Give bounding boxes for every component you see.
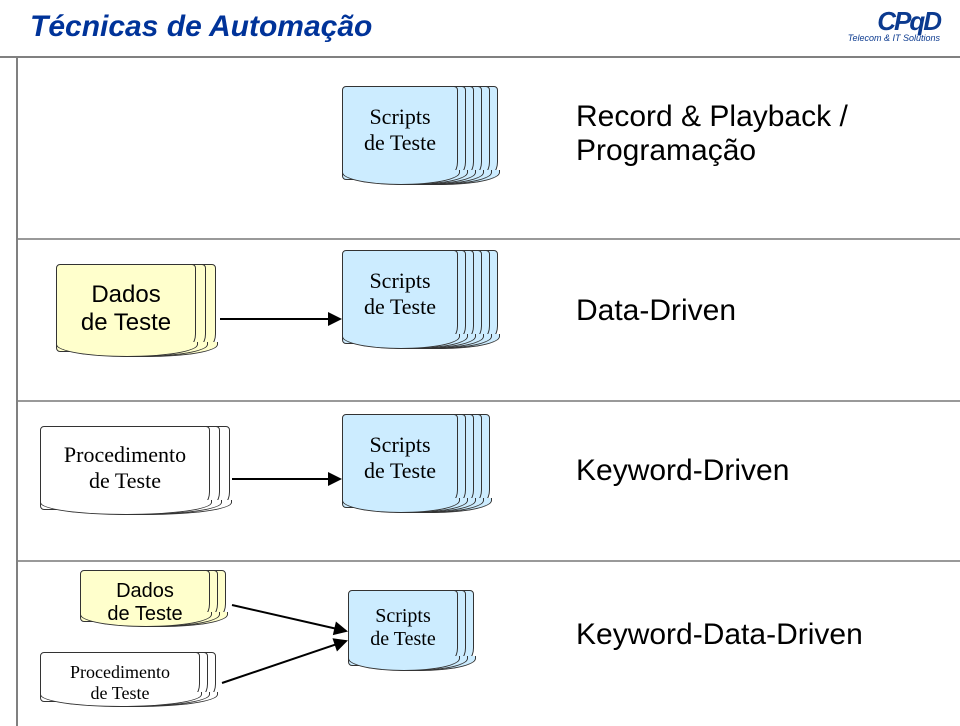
left-rule <box>16 56 18 726</box>
proc-stack-2-label: Procedimentode Teste <box>40 662 200 704</box>
scripts-stack-4-label: Scriptsde Teste <box>348 605 458 651</box>
dados-stack-1-label: Dadosde Teste <box>56 281 196 337</box>
dados-stack-2: Dadosde Teste <box>80 570 226 644</box>
label-line: Scripts <box>369 268 430 294</box>
logo-tagline: Telecom & IT Solutions <box>848 33 940 43</box>
label-line: de Teste <box>81 309 171 337</box>
top-rule <box>0 56 960 58</box>
arrow <box>232 604 346 632</box>
label-line: Dados <box>116 580 174 603</box>
label-line: de Teste <box>364 458 436 484</box>
proc-stack-1-label: Procedimentode Teste <box>40 442 210 494</box>
page-title: Técnicas de Automação <box>30 10 372 44</box>
scripts-stack-4: Scriptsde Teste <box>348 590 474 688</box>
technique-keyword-data-driven: Keyword-Data-Driven <box>576 618 863 652</box>
label-line: Scripts <box>375 605 431 628</box>
technique-record-playback: Record & Playback / Programação <box>576 100 936 168</box>
proc-stack-1: Procedimentode Teste <box>40 426 230 536</box>
row-divider <box>18 400 960 402</box>
scripts-stack-3: Scriptsde Teste <box>342 414 490 546</box>
label-line: de Teste <box>364 294 436 320</box>
scripts-stack-1: Scriptsde Teste <box>342 86 498 226</box>
label-line: Procedimento <box>64 442 186 468</box>
label-line: de Teste <box>364 130 436 156</box>
label-line: Scripts <box>369 104 430 130</box>
arrow <box>222 640 347 684</box>
scripts-stack-2-label: Scriptsde Teste <box>342 268 458 320</box>
label-line: de Teste <box>91 683 150 704</box>
logo: CPqD Telecom & IT Solutions <box>848 6 940 43</box>
label-line: Procedimento <box>70 662 170 683</box>
arrow <box>232 478 340 480</box>
label-line: Dados <box>91 281 160 309</box>
label-line: de Teste <box>370 628 435 651</box>
technique-data-driven: Data-Driven <box>576 294 736 328</box>
arrow <box>220 318 340 320</box>
row-divider <box>18 238 960 240</box>
label-line: de Teste <box>89 468 161 494</box>
scripts-stack-1-label: Scriptsde Teste <box>342 104 458 156</box>
scripts-stack-3-label: Scriptsde Teste <box>342 432 458 484</box>
dados-stack-2-label: Dadosde Teste <box>80 580 210 626</box>
technique-keyword-driven: Keyword-Driven <box>576 454 789 488</box>
row-divider <box>18 560 960 562</box>
label-line: de Teste <box>107 603 182 626</box>
proc-stack-2: Procedimentode Teste <box>40 652 216 724</box>
scripts-stack-2: Scriptsde Teste <box>342 250 498 390</box>
label-line: Scripts <box>369 432 430 458</box>
dados-stack-1: Dadosde Teste <box>56 264 216 378</box>
